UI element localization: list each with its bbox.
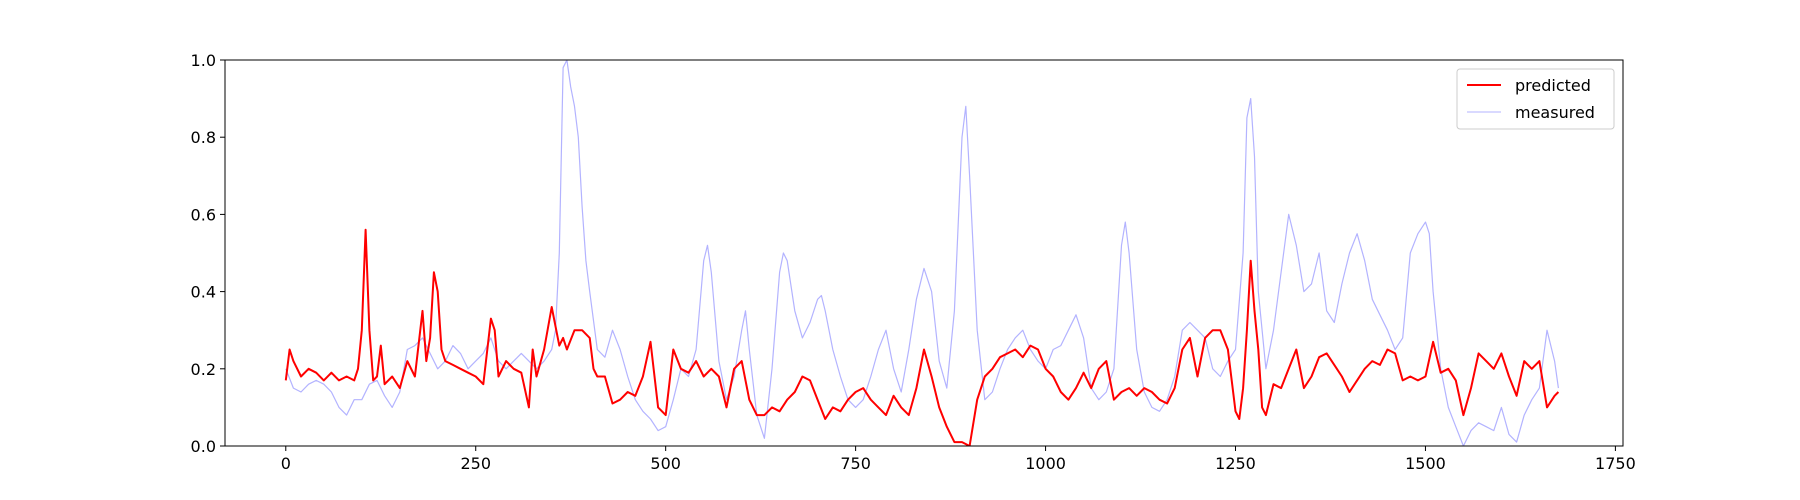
y-tick-label: 0.8	[191, 128, 216, 147]
x-tick-label: 500	[650, 454, 681, 473]
legend: predicted measured	[1456, 68, 1615, 130]
x-tick-label: 1000	[1025, 454, 1066, 473]
x-tick-label: 0	[281, 454, 291, 473]
y-axis: 0.0 0.2 0.4 0.6 0.8 1.0	[191, 51, 225, 456]
y-tick-label: 0.6	[191, 205, 216, 224]
y-tick-label: 0.0	[191, 437, 216, 456]
series-line-predicted	[284, 228, 1560, 446]
series-layer	[284, 60, 1560, 446]
x-tick-label: 1500	[1405, 454, 1446, 473]
series-line-measured	[285, 60, 1559, 446]
x-axis: 0 250 500 750 1000 1250 1500 1750	[281, 446, 1636, 473]
x-tick-label: 250	[460, 454, 491, 473]
x-tick-label: 750	[840, 454, 871, 473]
legend-label-predicted: predicted	[1515, 76, 1591, 95]
y-tick-label: 0.4	[191, 283, 216, 302]
x-tick-label: 1750	[1595, 454, 1636, 473]
plot-area-frame	[224, 59, 1624, 447]
y-tick-label: 0.2	[191, 360, 216, 379]
x-tick-label: 1250	[1215, 454, 1256, 473]
legend-label-measured: measured	[1515, 103, 1595, 122]
y-tick-label: 1.0	[191, 51, 216, 70]
